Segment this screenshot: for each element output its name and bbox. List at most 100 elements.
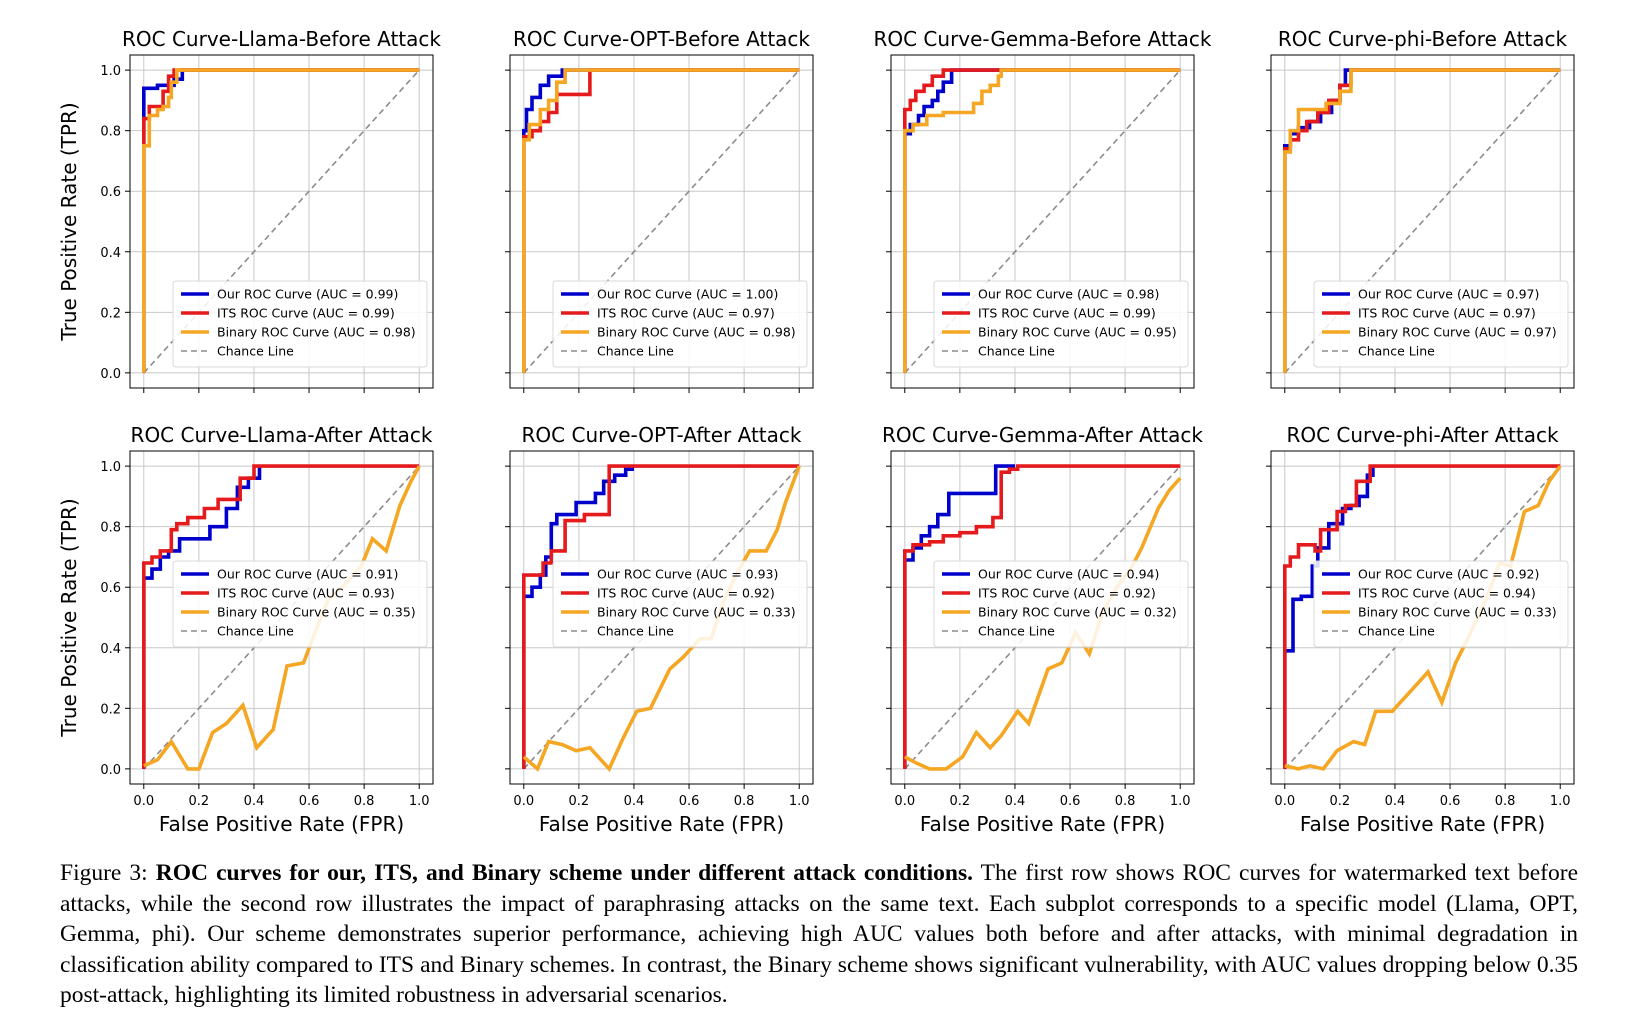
subplot-2: ROC Curve-OPT-Before Attack Our ROC Curve… xyxy=(505,27,814,393)
x-tick-label: 0.8 xyxy=(1495,794,1516,809)
legend-label-binary: Binary ROC Curve (AUC = 0.32) xyxy=(978,605,1177,620)
x-tick-label: 0.8 xyxy=(1115,794,1136,809)
series-line-its xyxy=(521,68,800,373)
series-line-its xyxy=(142,464,420,769)
x-tick-label: 1.0 xyxy=(1170,794,1191,809)
legend-label-chance: Chance Line xyxy=(978,624,1055,639)
x-tick-label: 0.6 xyxy=(299,794,320,809)
legend: Our ROC Curve (AUC = 0.99) ITS ROC Curve … xyxy=(172,280,428,368)
subplot-8: 0.0 0.2 0.4 0.6 0.8 1.0 ROC Curve-phi-After At… xyxy=(1266,423,1575,836)
x-tick-label: 0.0 xyxy=(1274,794,1295,809)
series-line-ours xyxy=(902,68,1181,373)
x-tick-label: 0.6 xyxy=(1060,794,1081,809)
chart-title: ROC Curve-phi-After Attack xyxy=(1286,423,1559,447)
subplot-6: 0.0 0.2 0.4 0.6 0.8 1.0 ROC Curve-OPT-After At… xyxy=(505,423,814,836)
legend: Our ROC Curve (AUC = 0.92) ITS ROC Curve … xyxy=(1313,560,1569,648)
legend-label-binary: Binary ROC Curve (AUC = 0.33) xyxy=(597,605,796,620)
legend-box xyxy=(933,560,1189,648)
legend: Our ROC Curve (AUC = 0.97) ITS ROC Curve … xyxy=(1313,280,1569,368)
x-tick-label: 0.8 xyxy=(734,794,755,809)
y-tick-label: 0.2 xyxy=(100,702,121,717)
x-tick-label: 0.0 xyxy=(513,794,534,809)
x-tick-label: 0.0 xyxy=(894,794,915,809)
series-line-binary xyxy=(1283,68,1561,373)
legend-label-its: ITS ROC Curve (AUC = 0.99) xyxy=(978,306,1156,321)
legend-label-chance: Chance Line xyxy=(597,624,674,639)
legend-label-binary: Binary ROC Curve (AUC = 0.95) xyxy=(978,325,1177,340)
plot-frame xyxy=(890,450,1195,785)
chart-title: ROC Curve-phi-Before Attack xyxy=(1278,27,1568,51)
chart-title: ROC Curve-Llama-Before Attack xyxy=(122,27,441,51)
x-tick-label: 0.8 xyxy=(354,794,375,809)
figure-caption: Figure 3: ROC curves for our, ITS, and B… xyxy=(60,858,1578,1011)
x-tick-label: 0.4 xyxy=(1005,794,1026,809)
x-tick-label: 0.2 xyxy=(1330,794,1351,809)
plot-frame xyxy=(890,54,1195,389)
legend-label-its: ITS ROC Curve (AUC = 0.99) xyxy=(217,306,395,321)
subplot-7: 0.0 0.2 0.4 0.6 0.8 1.0 ROC Curve-Gemma-After … xyxy=(882,423,1203,836)
series-line-its xyxy=(1283,464,1561,769)
y-tick-label: 1.0 xyxy=(100,460,121,475)
series-line-chance xyxy=(523,69,800,374)
subplot-4: ROC Curve-phi-Before Attack Our ROC Curve… xyxy=(1266,27,1575,393)
legend-label-ours: Our ROC Curve (AUC = 0.91) xyxy=(217,567,398,582)
legend-label-its: ITS ROC Curve (AUC = 0.93) xyxy=(217,586,395,601)
legend-label-ours: Our ROC Curve (AUC = 0.94) xyxy=(978,567,1159,582)
legend: Our ROC Curve (AUC = 0.98) ITS ROC Curve … xyxy=(933,280,1189,368)
legend-label-chance: Chance Line xyxy=(978,344,1055,359)
y-tick-label: 0.4 xyxy=(100,642,121,657)
legend-label-chance: Chance Line xyxy=(1358,344,1435,359)
series-line-binary xyxy=(142,68,420,373)
legend-label-its: ITS ROC Curve (AUC = 0.97) xyxy=(597,306,775,321)
legend-label-ours: Our ROC Curve (AUC = 0.98) xyxy=(978,287,1159,302)
x-tick-label: 0.2 xyxy=(950,794,971,809)
series-line-binary xyxy=(902,68,1181,373)
x-tick-label: 0.2 xyxy=(569,794,590,809)
series-line-its xyxy=(902,464,1181,769)
legend-label-chance: Chance Line xyxy=(217,624,294,639)
plot-frame xyxy=(1270,450,1575,785)
x-tick-label: 1.0 xyxy=(1550,794,1571,809)
x-tick-label: 0.2 xyxy=(189,794,210,809)
legend-label-ours: Our ROC Curve (AUC = 0.93) xyxy=(597,567,778,582)
chart-title: ROC Curve-OPT-After Attack xyxy=(522,423,802,447)
legend-label-ours: Our ROC Curve (AUC = 0.99) xyxy=(217,287,398,302)
legend-label-its: ITS ROC Curve (AUC = 0.92) xyxy=(978,586,1156,601)
plot-frame xyxy=(509,54,814,389)
legend-label-its: ITS ROC Curve (AUC = 0.97) xyxy=(1358,306,1536,321)
caption-bold: ROC curves for our, ITS, and Binary sche… xyxy=(155,860,973,886)
plot-frame xyxy=(1270,54,1575,389)
legend-box xyxy=(1313,560,1569,648)
plot-frame xyxy=(129,450,434,785)
x-axis-label: False Positive Rate (FPR) xyxy=(920,812,1165,836)
x-tick-label: 0.6 xyxy=(1440,794,1461,809)
legend-label-ours: Our ROC Curve (AUC = 0.97) xyxy=(1358,287,1539,302)
y-tick-label: 0.2 xyxy=(100,306,121,321)
chart-title: ROC Curve-Gemma-Before Attack xyxy=(873,27,1211,51)
legend: Our ROC Curve (AUC = 1.00) ITS ROC Curve … xyxy=(552,280,808,368)
caption-text: The first row shows ROC curves for water… xyxy=(60,860,1578,1008)
x-tick-label: 0.4 xyxy=(624,794,645,809)
legend-box xyxy=(933,280,1189,368)
legend-box xyxy=(552,560,808,648)
legend-label-its: ITS ROC Curve (AUC = 0.94) xyxy=(1358,586,1536,601)
series-line-chance xyxy=(904,69,1181,374)
chart-title: ROC Curve-Gemma-After Attack xyxy=(882,423,1203,447)
legend-box xyxy=(552,280,808,368)
series-line-ours xyxy=(521,68,800,373)
plot-frame xyxy=(129,54,434,389)
caption-label: Figure 3: xyxy=(60,860,148,886)
y-tick-label: 0.0 xyxy=(100,367,121,382)
series-line-ours xyxy=(142,68,420,373)
series-line-chance xyxy=(1284,69,1561,374)
legend-label-binary: Binary ROC Curve (AUC = 0.35) xyxy=(217,605,416,620)
y-tick-label: 0.6 xyxy=(100,581,121,596)
series-line-chance xyxy=(143,69,420,374)
legend: Our ROC Curve (AUC = 0.91) ITS ROC Curve … xyxy=(172,560,428,648)
series-line-ours xyxy=(142,466,262,769)
legend-box xyxy=(172,280,428,368)
legend-label-chance: Chance Line xyxy=(597,344,674,359)
legend-box xyxy=(1313,280,1569,368)
series-line-its xyxy=(521,464,800,769)
